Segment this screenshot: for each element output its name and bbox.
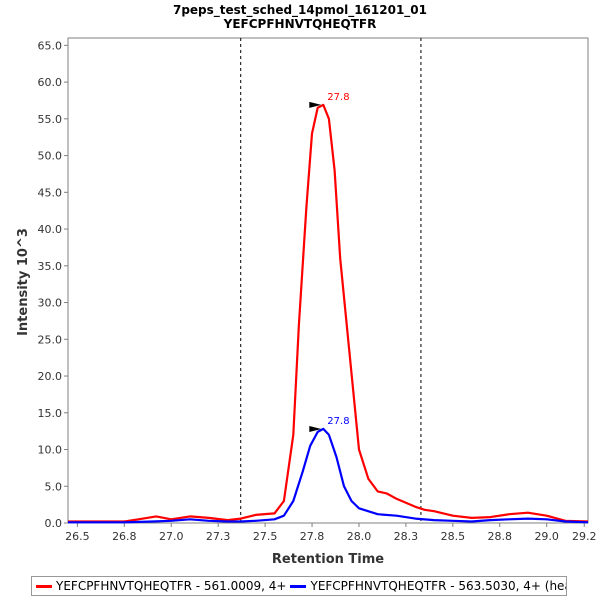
y-tick-label: 20.0	[38, 370, 63, 383]
y-tick-label: 55.0	[38, 113, 63, 126]
y-tick-label: 45.0	[38, 186, 63, 199]
x-tick-label: 28.5	[441, 530, 466, 543]
y-tick-label: 25.0	[38, 333, 63, 346]
legend-swatch-blue	[290, 584, 307, 588]
y-tick-label: 30.0	[38, 297, 63, 310]
series-layer: 27.8 27.8	[68, 92, 589, 524]
peak-marker-arrow	[309, 425, 322, 432]
integration-boundaries	[240, 38, 422, 523]
x-tick-label: 28.3	[394, 530, 419, 543]
legend-label-heavy: YEFCPFHNVTQHEQTFR - 563.5030, 4+ (heavy)	[310, 579, 567, 593]
legend-label-light: YEFCPFHNVTQHEQTFR - 561.0009, 4+	[56, 579, 287, 593]
chart-subtitle: YEFCPFHNVTQHEQTFR	[223, 17, 377, 31]
x-tick-label: 28.0	[347, 530, 372, 543]
legend-swatch-red	[36, 584, 52, 588]
peak-label: 27.8	[327, 92, 349, 103]
y-axis-ticks: 0.0 5.0 10.0 15.0 20.0 25.0 30.0 35.0 40.0 45.0 50…	[38, 39, 68, 530]
y-tick-label: 50.0	[38, 150, 63, 163]
series-line-heavy	[68, 427, 589, 524]
plot-area	[67, 37, 589, 524]
x-tick-label: 29.0	[534, 530, 559, 543]
y-tick-label: 35.0	[38, 260, 63, 273]
y-tick-label: 40.0	[38, 223, 63, 236]
series-line-light	[68, 103, 589, 523]
legend-item-heavy: YEFCPFHNVTQHEQTFR - 563.5030, 4+ (heavy)	[290, 579, 567, 593]
x-axis-label: Retention Time	[272, 552, 384, 567]
legend: YEFCPFHNVTQHEQTFR - 561.0009, 4+ YEFCPFH…	[31, 576, 567, 596]
x-tick-label: 26.5	[65, 530, 90, 543]
plot-frame	[67, 37, 589, 524]
x-axis-ticks: 26.5 26.8 27.0 27.3 27.5 27.8 28.0 28.3 28.5 28.8…	[65, 523, 596, 543]
peak-label: 27.8	[327, 416, 349, 427]
y-tick-label: 15.0	[38, 407, 63, 420]
y-tick-label: 65.0	[38, 39, 63, 52]
chart-title: 7peps_test_sched_14pmol_161201_01	[173, 3, 427, 18]
legend-item-light: YEFCPFHNVTQHEQTFR - 561.0009, 4+	[36, 579, 286, 593]
y-tick-label: 5.0	[45, 480, 63, 493]
x-tick-label: 29.2	[572, 530, 597, 543]
x-tick-label: 26.8	[112, 530, 137, 543]
y-tick-label: 0.0	[45, 517, 63, 530]
y-tick-label: 10.0	[38, 444, 63, 457]
x-tick-label: 28.8	[488, 530, 513, 543]
x-tick-label: 27.5	[253, 530, 278, 543]
x-tick-label: 27.8	[300, 530, 325, 543]
y-tick-label: 60.0	[38, 76, 63, 89]
x-tick-label: 27.0	[159, 530, 184, 543]
y-axis-label: Intensity 10^3	[16, 228, 31, 336]
peak-marker-arrow	[309, 101, 322, 108]
x-tick-label: 27.3	[206, 530, 231, 543]
